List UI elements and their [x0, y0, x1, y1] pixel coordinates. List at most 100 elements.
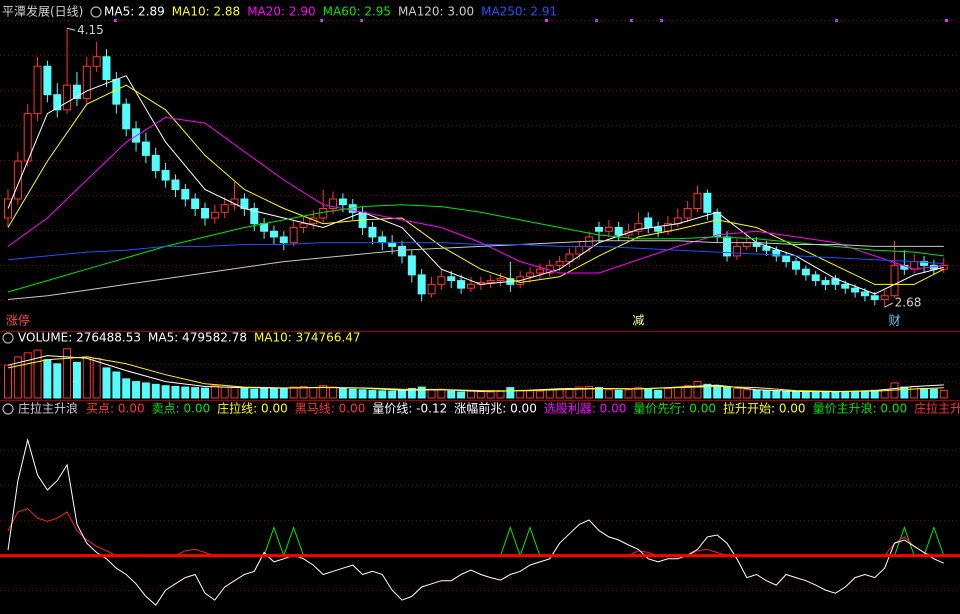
- candle-body: [920, 261, 929, 266]
- candle-body: [860, 291, 869, 297]
- candle-body: [683, 207, 692, 219]
- candle-body: [851, 287, 860, 293]
- candle-body: [880, 295, 889, 301]
- candle-body: [92, 56, 101, 67]
- candle-body: [161, 170, 170, 181]
- volume-bar: [762, 390, 771, 399]
- candle-body: [801, 268, 810, 276]
- volume-bar: [269, 387, 278, 399]
- volume-bar: [329, 386, 338, 399]
- volume-bar: [614, 389, 623, 399]
- candle-body: [614, 226, 623, 236]
- ma-line: [7, 84, 945, 285]
- candle-body: [43, 65, 52, 96]
- volume-bar: [220, 386, 229, 399]
- candle-body: [792, 261, 800, 270]
- candle-body: [654, 226, 663, 232]
- candle-body: [644, 217, 653, 228]
- volume-bar: [388, 390, 397, 399]
- candle-body: [368, 226, 377, 238]
- volume-bar: [171, 386, 180, 399]
- candle-body: [338, 198, 347, 206]
- volume-bar: [191, 387, 200, 399]
- volume-bar: [713, 385, 722, 399]
- volume-bar: [13, 356, 22, 399]
- candle-body: [13, 160, 22, 200]
- legend-entry: VOLUME: 276488.53: [18, 331, 141, 345]
- volume-bar: [53, 363, 62, 399]
- volume-bar: [693, 381, 702, 399]
- signal-dot: [114, 19, 117, 22]
- volume-bar: [368, 389, 377, 399]
- volume-bar: [102, 367, 111, 399]
- candle-body: [33, 65, 42, 115]
- volume-bar: [723, 386, 732, 399]
- volume-bar: [63, 348, 72, 399]
- event-marker: 减: [632, 314, 644, 328]
- volume-bar: [752, 389, 761, 399]
- legend-entry: MA20: 2.90: [247, 5, 315, 19]
- volume-bar: [210, 385, 219, 399]
- volume-bar: [181, 386, 190, 399]
- volume-bar: [240, 387, 249, 399]
- candle-body: [742, 242, 751, 247]
- volume-bar: [230, 387, 239, 399]
- volume-ma-line: [7, 356, 944, 392]
- legend-entry: MA5: 479582.78: [148, 331, 247, 345]
- menu-icon[interactable]: [90, 6, 102, 18]
- candle-body: [82, 65, 91, 99]
- volume-bar: [624, 389, 633, 399]
- volume-bar: [801, 391, 810, 399]
- legend-entry: 黑马线: 0.00: [295, 402, 366, 416]
- volume-bar: [732, 387, 741, 399]
- candle-body: [811, 274, 820, 282]
- volume-bar: [72, 361, 81, 399]
- annotation-leader: [884, 302, 893, 308]
- volume-bar: [506, 387, 515, 399]
- volume-bar: [595, 387, 603, 399]
- volume-bar: [920, 387, 929, 399]
- ma-line: [7, 116, 944, 274]
- volume-bar: [811, 391, 820, 399]
- candle-body: [526, 272, 535, 278]
- candle-body: [122, 103, 131, 130]
- menu-icon[interactable]: [2, 332, 14, 344]
- signal-dot: [320, 19, 323, 22]
- volume-bar: [486, 391, 495, 399]
- candle-body: [63, 84, 72, 111]
- volume-bar: [703, 383, 712, 399]
- candle-body: [437, 276, 446, 285]
- legend-entry: 量价线: -0.12: [372, 402, 447, 416]
- candle-body: [289, 226, 298, 244]
- chart-title: 平潭发展(日线): [2, 4, 83, 19]
- legend-entry: MA10: 2.88: [172, 5, 240, 19]
- candle-body: [407, 255, 416, 276]
- volume-bar: [821, 391, 830, 399]
- legend-entry: 选股利器: 0.00: [544, 402, 627, 416]
- volume-bar: [417, 386, 426, 399]
- signal-dot: [545, 19, 548, 22]
- legend-entry: 拉升开始: 0.00: [723, 401, 806, 416]
- candle-body: [457, 280, 466, 289]
- candle-body: [191, 198, 200, 209]
- volume-bar: [535, 390, 544, 399]
- volume-bar: [910, 386, 919, 399]
- signal-dot: [630, 19, 633, 22]
- indicator-line: [7, 437, 945, 606]
- candle-body: [378, 236, 387, 244]
- candle-body: [220, 204, 229, 213]
- candle-body: [496, 278, 505, 282]
- candle-body: [486, 280, 495, 283]
- menu-icon[interactable]: [2, 403, 14, 415]
- candle-body: [604, 226, 613, 232]
- volume-bar: [841, 390, 850, 399]
- legend-entry: MA120: 3.00: [398, 5, 474, 19]
- volume-bar: [289, 386, 298, 399]
- candle-body: [595, 226, 603, 232]
- legend-entry: 量价先行: 0.00: [633, 402, 716, 416]
- volume-bar: [555, 388, 564, 399]
- candle-body: [201, 207, 209, 219]
- candle-body: [535, 268, 544, 274]
- annotation-leader: [66, 27, 76, 31]
